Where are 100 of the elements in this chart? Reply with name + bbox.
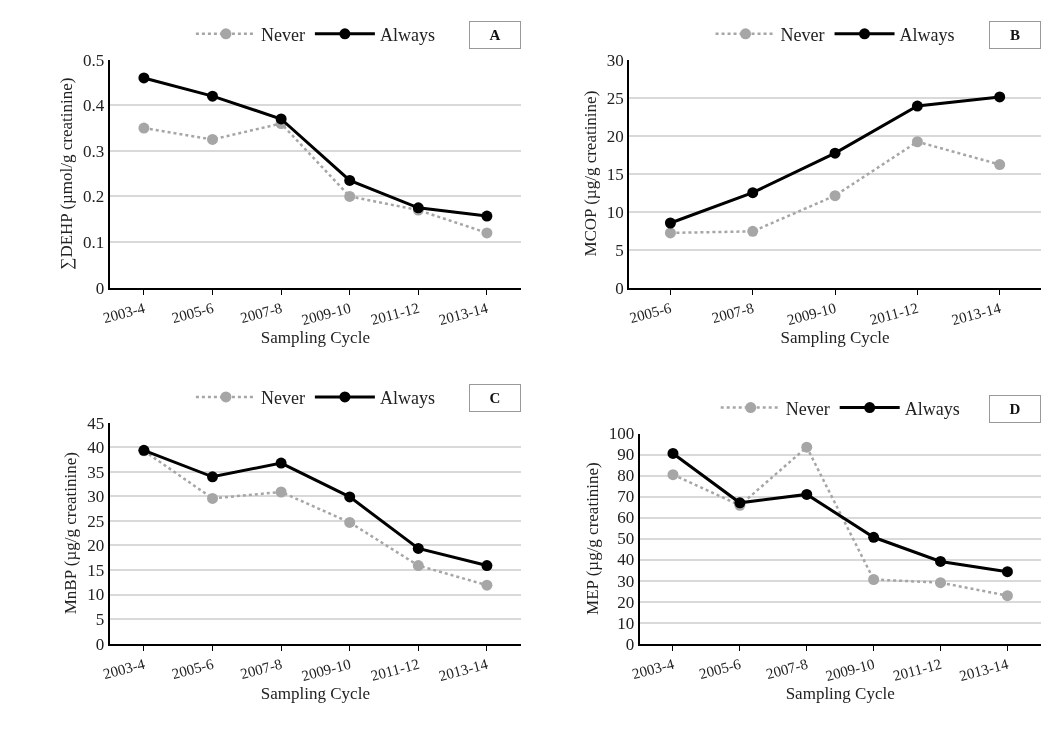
y-tick-label: 0.3 xyxy=(82,141,105,161)
x-tick-label: 2011-12 xyxy=(369,655,422,684)
point xyxy=(207,471,219,483)
y-tick-label: 0 xyxy=(625,634,635,654)
x-tick-label: 2009-10 xyxy=(823,655,877,685)
x-tick-label: 2005-6 xyxy=(170,655,216,683)
point xyxy=(747,225,759,237)
x-tick-label: 2007-8 xyxy=(764,655,810,683)
y-tick-label: 80 xyxy=(617,466,635,486)
point xyxy=(868,531,880,543)
x-tick-label: 2011-12 xyxy=(868,299,921,328)
legend-label: Never xyxy=(785,398,830,419)
point xyxy=(1001,590,1013,602)
y-tick-label: 20 xyxy=(617,592,635,612)
y-tick-label: 10 xyxy=(87,585,105,605)
x-tick-label: 2011-12 xyxy=(891,655,944,684)
y-tick-label: 0.4 xyxy=(82,96,105,116)
point xyxy=(275,457,287,469)
x-tick-label: 2013-14 xyxy=(949,299,1003,329)
x-axis-title: Sampling Cycle xyxy=(260,684,370,704)
point xyxy=(664,217,676,229)
point xyxy=(481,579,493,591)
y-tick-label: 20 xyxy=(606,126,624,146)
x-tick-label: 2007-8 xyxy=(238,299,284,327)
point xyxy=(801,441,813,453)
point xyxy=(747,187,759,199)
point xyxy=(664,227,676,239)
x-tick-label: 2013-14 xyxy=(957,655,1011,685)
x-tick-label: 2007-8 xyxy=(238,655,284,683)
y-tick-label: 25 xyxy=(606,88,624,108)
y-tick-label: 30 xyxy=(617,571,635,591)
point xyxy=(412,560,424,572)
legend-label: Never xyxy=(260,387,305,408)
point xyxy=(801,488,813,500)
x-axis-title: Sampling Cycle xyxy=(780,328,890,348)
x-tick-label: 2005-6 xyxy=(627,299,674,327)
y-tick-label: 15 xyxy=(606,164,624,184)
x-axis-title: Sampling Cycle xyxy=(785,684,895,704)
x-tick-label: 2007-8 xyxy=(710,299,756,327)
point xyxy=(667,447,679,459)
y-tick-label: 40 xyxy=(617,550,635,570)
x-tick-label: 2013-14 xyxy=(437,299,491,329)
point xyxy=(481,227,493,239)
y-tick-label: 30 xyxy=(87,487,105,507)
legend-label: Always xyxy=(899,24,955,45)
point xyxy=(911,136,923,148)
point xyxy=(935,555,947,567)
y-tick-label: 30 xyxy=(606,50,624,70)
x-tick-label: 2009-10 xyxy=(299,655,353,685)
point xyxy=(667,469,679,481)
y-tick-label: 45 xyxy=(87,413,105,433)
point xyxy=(1001,566,1013,578)
legend-label: Always xyxy=(379,24,435,45)
x-tick-label: 2009-10 xyxy=(299,299,353,329)
y-tick-label: 0 xyxy=(95,634,105,654)
x-axis-title: Sampling Cycle xyxy=(260,328,370,348)
y-axis-title: MnBP (µg/g creatinine) xyxy=(61,452,81,615)
y-axis-title: MEP (µg/g creatinine) xyxy=(582,462,602,615)
text: D xyxy=(1009,401,1021,417)
point xyxy=(829,190,841,202)
y-tick-label: 70 xyxy=(617,487,635,507)
point xyxy=(911,100,923,112)
point xyxy=(994,91,1006,103)
y-tick-label: 10 xyxy=(606,202,624,222)
y-axis-title: MCOP (µg/g creatinine) xyxy=(580,90,600,257)
point xyxy=(481,210,493,222)
point xyxy=(481,560,493,572)
legend-label: Never xyxy=(260,24,305,45)
point xyxy=(829,147,841,159)
point xyxy=(344,190,356,202)
y-tick-label: 5 xyxy=(615,240,624,260)
x-tick-label: 2005-6 xyxy=(170,299,216,327)
point xyxy=(344,491,356,503)
y-tick-label: 0.1 xyxy=(82,232,105,252)
point xyxy=(138,122,150,134)
point xyxy=(138,72,150,84)
y-tick-label: 5 xyxy=(95,609,105,629)
legend-label: Always xyxy=(904,398,960,419)
point xyxy=(412,542,424,554)
point xyxy=(344,516,356,528)
y-tick-label: 0.5 xyxy=(82,50,105,70)
point xyxy=(207,492,219,504)
point xyxy=(275,486,287,498)
x-tick-label: 2013-14 xyxy=(437,655,491,685)
point xyxy=(344,174,356,186)
legend-label: Never xyxy=(780,24,825,45)
y-tick-label: 0.2 xyxy=(82,187,105,207)
y-tick-label: 50 xyxy=(617,529,635,549)
point xyxy=(207,90,219,102)
x-tick-label: 2005-6 xyxy=(697,655,744,683)
y-tick-label: 100 xyxy=(608,424,635,444)
x-tick-label: 2011-12 xyxy=(369,299,422,328)
x-tick-label: 2003-4 xyxy=(101,655,148,683)
text: C xyxy=(489,390,501,406)
y-tick-label: 0 xyxy=(615,278,624,298)
x-tick-label: 2009-10 xyxy=(785,299,838,329)
y-tick-label: 25 xyxy=(87,511,105,531)
x-tick-label: 2003-4 xyxy=(101,299,148,327)
text: B xyxy=(1009,27,1021,43)
y-axis-title: ∑DEHP (µmol/g creatinine) xyxy=(57,77,77,270)
